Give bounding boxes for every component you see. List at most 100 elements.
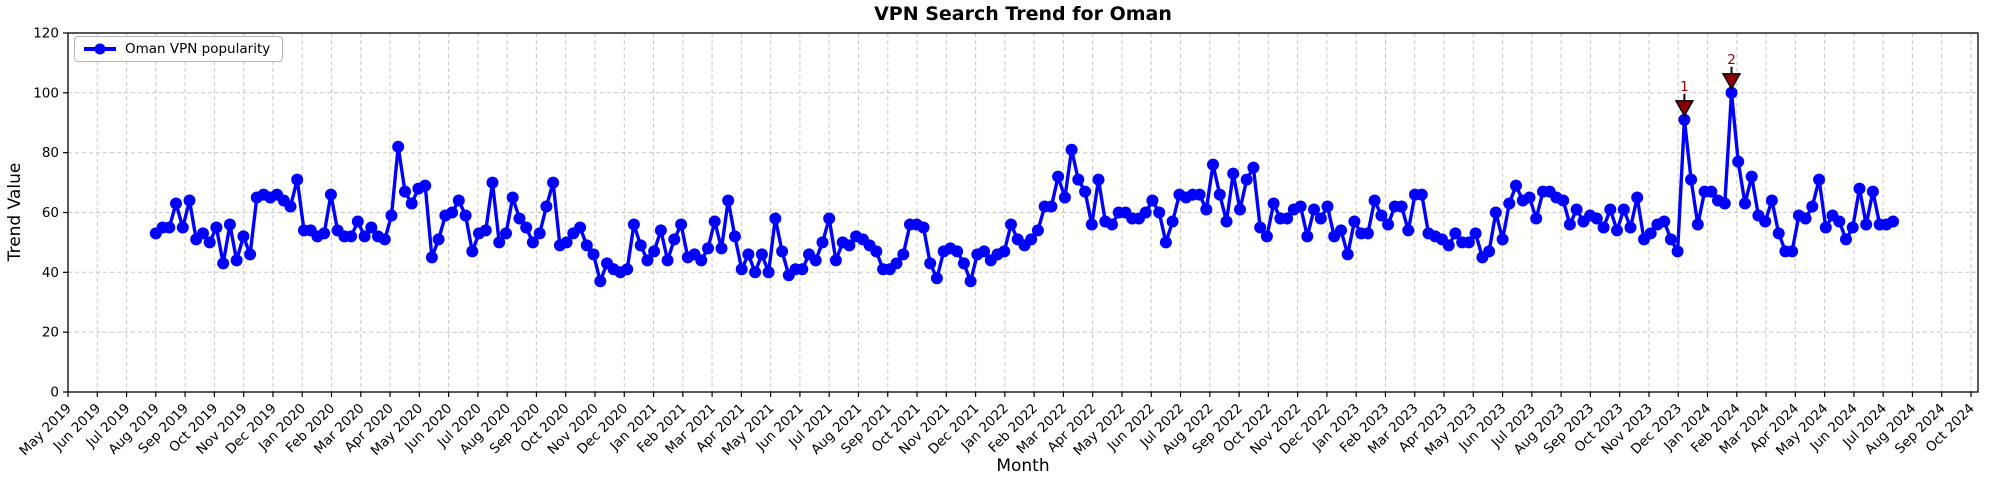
data-point (930, 272, 943, 285)
legend-label: Oman VPN popularity (125, 41, 271, 57)
data-point (1853, 182, 1866, 195)
data-point (695, 254, 708, 267)
data-point (998, 245, 1011, 258)
data-point (1079, 185, 1092, 198)
data-point (1348, 215, 1361, 228)
data-point (762, 266, 775, 279)
data-point (197, 227, 209, 240)
data-point (446, 206, 459, 219)
data-point (728, 230, 741, 243)
data-point (203, 236, 216, 249)
data-point (668, 233, 681, 246)
data-point (1685, 173, 1698, 186)
data-point (1085, 218, 1098, 231)
data-point (1644, 227, 1657, 240)
data-point (210, 221, 223, 234)
data-point (520, 221, 533, 234)
data-point (1415, 188, 1428, 201)
data-point (1092, 173, 1105, 186)
data-point (324, 188, 337, 201)
data-point (1308, 203, 1320, 216)
data-point (1294, 200, 1307, 213)
data-point (1799, 212, 1812, 225)
data-point (1557, 194, 1570, 207)
data-point (1860, 218, 1873, 231)
data-point (318, 227, 331, 240)
data-point (365, 221, 378, 234)
data-point (1489, 206, 1502, 219)
data-point (1590, 212, 1603, 225)
legend-line-sample (84, 43, 116, 55)
data-point (1806, 200, 1819, 213)
data-point (1786, 245, 1799, 258)
data-point (964, 275, 977, 288)
data-point (829, 254, 842, 267)
data-point (1072, 173, 1085, 186)
data-point (1765, 194, 1778, 207)
y-axis-title: Trend Value (5, 162, 25, 262)
data-point (1281, 212, 1294, 225)
data-point (1813, 173, 1826, 186)
data-point (1718, 197, 1731, 210)
data-point (1146, 194, 1159, 207)
data-point (1402, 224, 1415, 237)
data-point (1739, 197, 1751, 210)
data-point (870, 245, 883, 258)
data-point (1106, 218, 1118, 231)
data-point (1442, 239, 1455, 252)
data-point (641, 254, 654, 267)
data-point (540, 200, 553, 213)
x-axis-title: Month (996, 456, 1050, 476)
data-point (654, 224, 667, 237)
data-point (823, 212, 836, 225)
data-point (957, 257, 970, 270)
data-point (1496, 233, 1509, 246)
data-point (1254, 221, 1267, 234)
data-point (1846, 221, 1859, 234)
data-point (1597, 221, 1610, 234)
data-point (722, 194, 735, 207)
data-point (796, 263, 809, 276)
data-point (1691, 218, 1704, 231)
data-point (621, 263, 634, 276)
data-point (1503, 197, 1516, 210)
data-point (1759, 215, 1772, 228)
data-point (675, 218, 688, 231)
data-point (1247, 161, 1260, 174)
data-point (1234, 203, 1246, 216)
data-point (587, 248, 600, 261)
data-point (627, 218, 640, 231)
data-point (237, 230, 250, 243)
data-point (1166, 215, 1179, 228)
data-point (1671, 245, 1684, 258)
data-point (1772, 227, 1785, 240)
data-point (1617, 203, 1630, 216)
y-tick-label: 120 (33, 26, 59, 42)
y-tick-label: 40 (42, 265, 59, 281)
data-point (1321, 200, 1334, 213)
data-point (708, 215, 721, 228)
data-point (1530, 212, 1543, 225)
data-point (183, 194, 196, 207)
data-point (1819, 221, 1832, 234)
data-point (1159, 236, 1172, 249)
data-point (500, 227, 512, 240)
data-point (1624, 221, 1637, 234)
data-point (1260, 230, 1273, 243)
data-point (1395, 200, 1408, 213)
data-point (1658, 215, 1671, 228)
data-point (399, 185, 411, 198)
data-point (479, 224, 492, 237)
data-point (1361, 227, 1374, 240)
y-tick-label: 80 (42, 145, 59, 161)
data-point (345, 230, 358, 243)
data-point (506, 191, 519, 204)
data-point (1045, 200, 1058, 213)
data-point (1664, 233, 1677, 246)
data-point (816, 236, 829, 249)
data-point (1469, 227, 1482, 240)
data-point (917, 221, 930, 234)
data-point (648, 245, 661, 258)
annotation-arrow-icon (1674, 100, 1695, 118)
